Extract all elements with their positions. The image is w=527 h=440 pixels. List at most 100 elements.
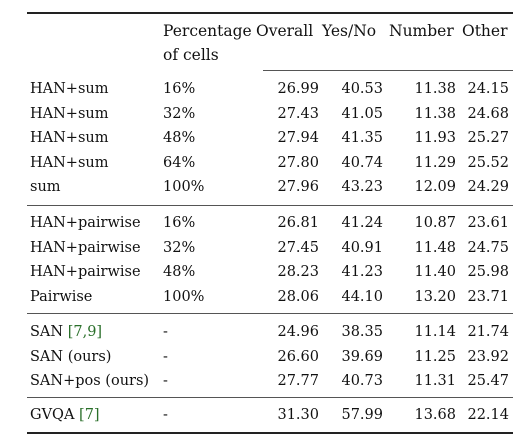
header-cells-line2: of cells xyxy=(163,46,219,64)
cell-other: 24.75 xyxy=(467,239,509,256)
cell-method: SAN+pos (ours) xyxy=(30,372,149,390)
method-label: HAN+pairwise xyxy=(30,215,141,231)
cell-percentage: 48% xyxy=(163,264,196,280)
cell-method: HAN+pairwise xyxy=(30,263,141,281)
group-rule xyxy=(27,205,513,206)
cell-method: Pairwise xyxy=(30,288,92,306)
method-label: SAN+pos (ours) xyxy=(30,373,150,389)
cell-yesno: 43.23 xyxy=(341,179,383,195)
cell-other: 23.61 xyxy=(467,215,509,231)
cell-overall: 28.06 xyxy=(277,288,319,305)
citation-link[interactable]: [7] xyxy=(79,407,100,423)
header-overall: Overall xyxy=(256,22,314,40)
cell-other: 23.92 xyxy=(467,348,509,365)
cell-yesno: 40.91 xyxy=(341,239,383,256)
group-rule xyxy=(27,397,513,398)
method-label: HAN+sum xyxy=(30,105,109,122)
cell-other: 25.52 xyxy=(467,154,509,171)
cell-percentage: - xyxy=(163,348,168,365)
cell-percentage: 16% xyxy=(163,81,196,97)
cell-other: 21.74 xyxy=(467,324,509,340)
group-rule xyxy=(27,313,513,314)
cell-yesno: 40.53 xyxy=(341,81,383,97)
cell-other: 23.71 xyxy=(467,288,509,305)
cell-method: HAN+pairwise xyxy=(30,214,141,232)
cell-overall: 31.30 xyxy=(277,407,319,423)
header-yesno: Yes/No xyxy=(322,22,377,40)
cell-yesno: 41.24 xyxy=(341,215,383,231)
cell-percentage: 32% xyxy=(163,239,196,256)
cell-percentage: 16% xyxy=(163,215,196,231)
cell-other: 24.29 xyxy=(467,179,509,195)
cell-method: SAN [7,9] xyxy=(30,323,102,341)
cell-number: 11.93 xyxy=(414,130,456,146)
cell-percentage: - xyxy=(163,324,168,340)
cell-other: 25.27 xyxy=(467,130,509,146)
method-label: HAN+sum xyxy=(30,130,109,146)
cell-percentage: 100% xyxy=(163,179,205,195)
cell-number: 11.48 xyxy=(414,239,456,256)
cell-overall: 28.23 xyxy=(277,264,319,280)
cell-number: 13.68 xyxy=(414,407,456,423)
header-other: Other xyxy=(462,22,508,40)
cell-method: GVQA [7] xyxy=(30,406,100,424)
cell-other: 22.14 xyxy=(467,407,509,423)
cell-number: 11.31 xyxy=(414,373,456,389)
cell-percentage: - xyxy=(163,373,168,389)
cell-number: 11.29 xyxy=(414,154,456,171)
method-label: SAN xyxy=(30,324,68,340)
cell-yesno: 40.73 xyxy=(341,373,383,389)
cell-yesno: 39.69 xyxy=(341,348,383,365)
cell-overall: 26.99 xyxy=(277,81,319,97)
cell-method: SAN (ours) xyxy=(30,348,111,366)
cell-overall: 26.60 xyxy=(277,348,319,365)
header-rule xyxy=(263,70,513,71)
cell-overall: 27.43 xyxy=(277,105,319,122)
cell-overall: 27.94 xyxy=(277,130,319,146)
cell-yesno: 40.74 xyxy=(341,154,383,171)
cell-yesno: 44.10 xyxy=(341,288,383,305)
cell-yesno: 41.35 xyxy=(341,130,383,146)
method-label: Pairwise xyxy=(30,288,93,305)
cell-number: 12.09 xyxy=(414,179,456,195)
cell-number: 13.20 xyxy=(414,288,456,305)
cell-overall: 26.81 xyxy=(277,215,319,231)
bottom-rule xyxy=(27,432,513,434)
cell-other: 25.98 xyxy=(467,264,509,280)
cell-other: 24.15 xyxy=(467,81,509,97)
method-label: SAN (ours) xyxy=(30,348,112,365)
cell-method: HAN+sum xyxy=(30,154,108,172)
cell-overall: 27.80 xyxy=(277,154,319,171)
cell-method: HAN+sum xyxy=(30,80,108,98)
cell-number: 11.38 xyxy=(414,81,456,97)
method-label: sum xyxy=(30,179,61,195)
method-label: HAN+pairwise xyxy=(30,264,141,280)
citation-link[interactable]: [7,9] xyxy=(67,324,103,340)
cell-yesno: 38.35 xyxy=(341,324,383,340)
cell-other: 25.47 xyxy=(467,373,509,389)
cell-number: 10.87 xyxy=(414,215,456,231)
cell-percentage: 100% xyxy=(163,288,205,305)
cell-overall: 27.77 xyxy=(277,373,319,389)
cell-overall: 27.96 xyxy=(277,179,319,195)
cell-number: 11.25 xyxy=(414,348,456,365)
cell-method: HAN+sum xyxy=(30,129,108,147)
method-label: HAN+pairwise xyxy=(30,239,141,256)
header-number: Number xyxy=(389,22,454,40)
cell-overall: 24.96 xyxy=(277,324,319,340)
cell-method: HAN+sum xyxy=(30,105,108,123)
cell-yesno: 57.99 xyxy=(341,407,383,423)
cell-method: sum xyxy=(30,178,61,196)
cell-number: 11.38 xyxy=(414,105,456,122)
top-rule xyxy=(27,12,513,14)
cell-percentage: - xyxy=(163,407,168,423)
cell-percentage: 64% xyxy=(163,154,196,171)
cell-percentage: 48% xyxy=(163,130,196,146)
cell-method: HAN+pairwise xyxy=(30,239,141,257)
cell-other: 24.68 xyxy=(467,105,509,122)
method-label: GVQA xyxy=(30,407,80,423)
cell-yesno: 41.05 xyxy=(341,105,383,122)
method-label: HAN+sum xyxy=(30,154,109,171)
header-cells-line1: Percentage xyxy=(163,22,252,40)
cell-percentage: 32% xyxy=(163,105,196,122)
